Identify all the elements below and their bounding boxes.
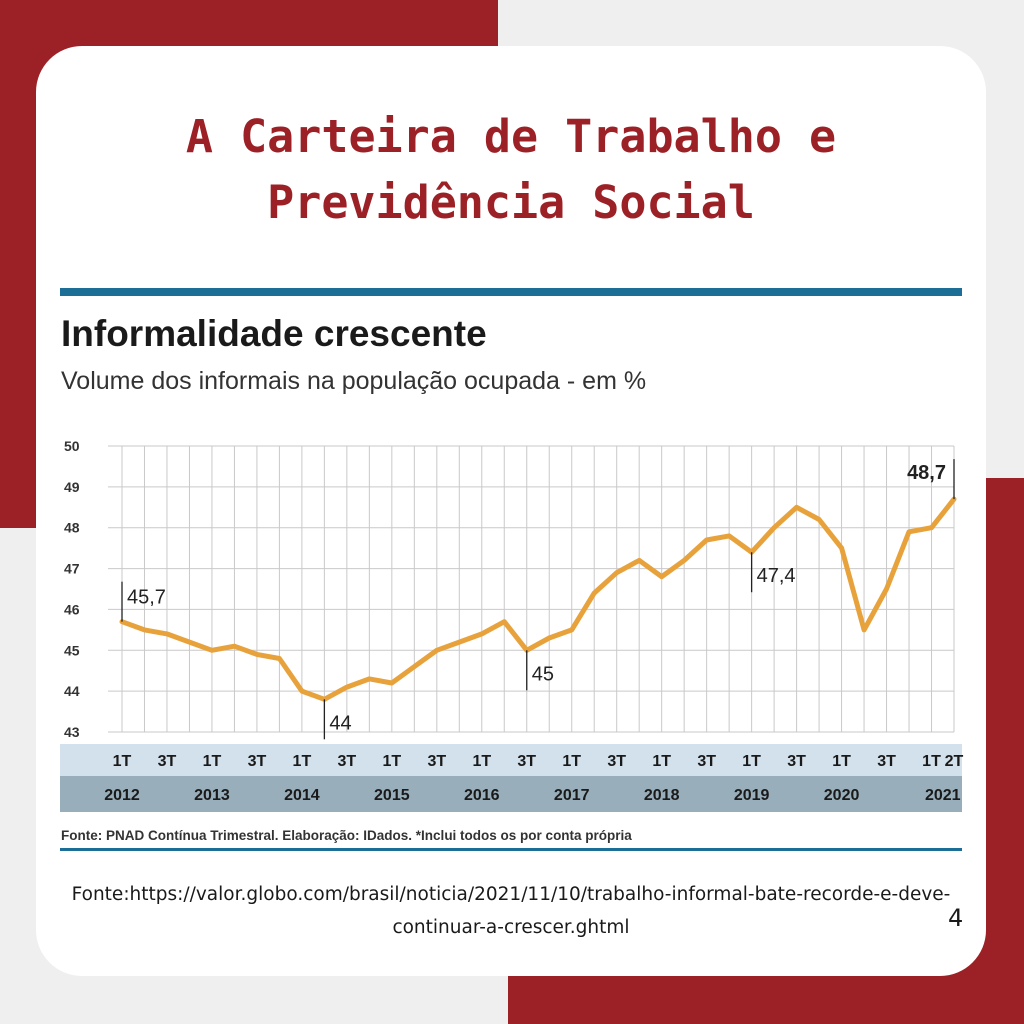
- data-point: [277, 656, 281, 660]
- data-point: [637, 558, 641, 562]
- data-point: [232, 644, 236, 648]
- chart-bottom-rule: [60, 848, 962, 851]
- y-tick-label: 43: [64, 724, 80, 740]
- slide-title: A Carteira de Trabalho e Previdência Soc…: [185, 110, 837, 229]
- data-point: [727, 534, 731, 538]
- data-point: [390, 681, 394, 685]
- x-quarter-label: 3T: [787, 753, 806, 770]
- x-quarter-label: 1T: [113, 753, 132, 770]
- x-year-label: 2017: [554, 787, 590, 804]
- data-label: 44: [329, 712, 351, 734]
- chart-annotations: 45,7 44 45 47,4 48,7: [121, 459, 955, 740]
- x-quarter-label: 3T: [248, 753, 267, 770]
- x-quarter-label: 1T: [832, 753, 851, 770]
- data-point: [772, 526, 776, 530]
- x-year-label: 2021: [925, 787, 961, 804]
- data-point: [210, 648, 214, 652]
- x-year-label: 2016: [464, 787, 500, 804]
- y-tick-label: 48: [64, 520, 80, 536]
- x-quarter-label: 1T: [293, 753, 312, 770]
- x-quarter-label: 1T: [383, 753, 402, 770]
- x-quarter-label: 2T: [945, 753, 964, 770]
- y-tick-label: 50: [64, 438, 80, 454]
- slide-card: [36, 46, 986, 976]
- x-quarter-label: 1T: [742, 753, 761, 770]
- data-point: [300, 689, 304, 693]
- x-quarter-label: 3T: [427, 753, 446, 770]
- chart-title: Informalidade crescente: [61, 313, 487, 354]
- x-quarter-label: 1T: [562, 753, 581, 770]
- line-chart: Informalidade crescente Volume dos infor…: [60, 288, 964, 851]
- x-quarter-label: 3T: [697, 753, 716, 770]
- data-label: 48,7: [907, 462, 946, 484]
- data-point: [187, 640, 191, 644]
- data-point: [840, 546, 844, 550]
- x-quarter-label: 1T: [472, 753, 491, 770]
- quarter-band: [60, 744, 962, 776]
- data-point: [480, 632, 484, 636]
- chart-y-axis: 43 44 45 46 47 48 49 50: [64, 438, 80, 740]
- data-point: [142, 628, 146, 632]
- x-quarter-label: 3T: [338, 753, 357, 770]
- x-year-label: 2020: [824, 787, 860, 804]
- data-point: [817, 518, 821, 522]
- data-point: [345, 685, 349, 689]
- y-tick-label: 46: [64, 601, 80, 617]
- series-line: [119, 496, 957, 702]
- x-year-label: 2019: [734, 787, 770, 804]
- data-point: [592, 591, 596, 595]
- y-tick-label: 49: [64, 479, 80, 495]
- x-quarter-label: 1T: [652, 753, 671, 770]
- chart-series: [119, 496, 957, 702]
- x-quarter-label: 3T: [607, 753, 626, 770]
- data-point: [795, 505, 799, 509]
- data-point: [255, 652, 259, 656]
- data-point: [457, 640, 461, 644]
- data-point: [907, 530, 911, 534]
- x-quarter-label: 3T: [158, 753, 177, 770]
- x-quarter-label: 3T: [517, 753, 536, 770]
- data-point: [165, 632, 169, 636]
- data-point: [705, 538, 709, 542]
- data-point: [615, 571, 619, 575]
- data-point: [885, 587, 889, 591]
- y-tick-label: 45: [64, 642, 80, 658]
- x-year-label: 2018: [644, 787, 680, 804]
- data-point: [367, 677, 371, 681]
- x-year-label: 2012: [104, 787, 140, 804]
- data-label: 45: [532, 663, 554, 685]
- chart-subtitle: Volume dos informais na população ocupad…: [61, 367, 646, 395]
- data-point: [502, 620, 506, 624]
- y-tick-label: 44: [64, 683, 80, 699]
- x-year-label: 2015: [374, 787, 410, 804]
- chart-x-axis: 1T 3T 1T 3T 1T 3T 1T 3T 1T 3T 1T 3T 1T 3T 1T 3T 1T 3T 1T 2T…: [60, 744, 964, 812]
- data-point: [682, 558, 686, 562]
- y-tick-label: 47: [64, 561, 80, 577]
- x-year-label: 2013: [194, 787, 230, 804]
- x-quarter-label: 3T: [877, 753, 896, 770]
- chart-top-rule: [60, 288, 962, 296]
- x-year-label: 2014: [284, 787, 320, 804]
- year-band: [60, 776, 962, 812]
- data-point: [570, 628, 574, 632]
- data-point: [412, 665, 416, 669]
- data-point: [862, 628, 866, 632]
- data-point: [660, 575, 664, 579]
- data-label: 47,4: [757, 565, 796, 587]
- data-point: [930, 526, 934, 530]
- slide-source-link: Fonte:https://valor.globo.com/brasil/not…: [71, 884, 951, 938]
- data-label: 45,7: [127, 587, 166, 609]
- data-point: [435, 648, 439, 652]
- page-number: 4: [948, 904, 964, 932]
- chart-source: Fonte: PNAD Contínua Trimestral. Elabora…: [61, 828, 632, 843]
- data-point: [547, 636, 551, 640]
- x-quarter-label: 1T: [922, 753, 941, 770]
- chart-grid: [108, 445, 955, 733]
- x-quarter-label: 1T: [203, 753, 222, 770]
